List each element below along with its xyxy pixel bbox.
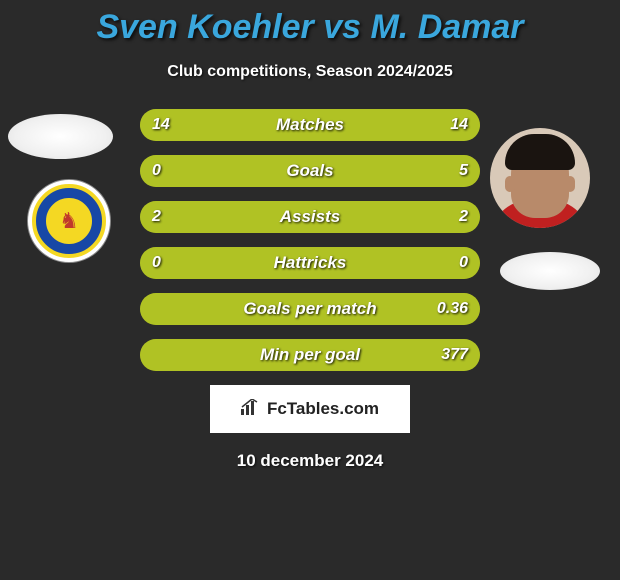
stat-value-right: 0.36	[425, 293, 480, 325]
stats-container: 14Matches140Goals52Assists20Hattricks0Go…	[140, 109, 480, 371]
stat-label: Goals	[140, 155, 480, 187]
page-title: Sven Koehler vs M. Damar	[0, 0, 620, 47]
player-right-avatar	[490, 128, 590, 228]
stat-value-right: 377	[429, 339, 480, 371]
brand-text: FcTables.com	[267, 399, 379, 419]
player-left-avatar	[8, 114, 113, 159]
stat-value-right: 2	[447, 201, 480, 233]
stat-value-right: 14	[438, 109, 480, 141]
lion-icon: ♞	[59, 208, 79, 234]
stat-label: Assists	[140, 201, 480, 233]
stat-row: 0Hattricks0	[140, 247, 480, 279]
stat-row: Goals per match0.36	[140, 293, 480, 325]
stat-label: Hattricks	[140, 247, 480, 279]
stat-row: 14Matches14	[140, 109, 480, 141]
chart-icon	[241, 399, 261, 420]
date-label: 10 december 2024	[0, 451, 620, 471]
stat-row: 2Assists2	[140, 201, 480, 233]
brand-badge: FcTables.com	[210, 385, 410, 433]
player-right-club-badge	[500, 252, 600, 290]
stat-row: Min per goal377	[140, 339, 480, 371]
stat-row: 0Goals5	[140, 155, 480, 187]
stat-value-right: 0	[447, 247, 480, 279]
stat-value-right: 5	[447, 155, 480, 187]
player-left-club-badge: ♞	[28, 180, 110, 262]
subtitle: Club competitions, Season 2024/2025	[0, 63, 620, 81]
stat-label: Matches	[140, 109, 480, 141]
